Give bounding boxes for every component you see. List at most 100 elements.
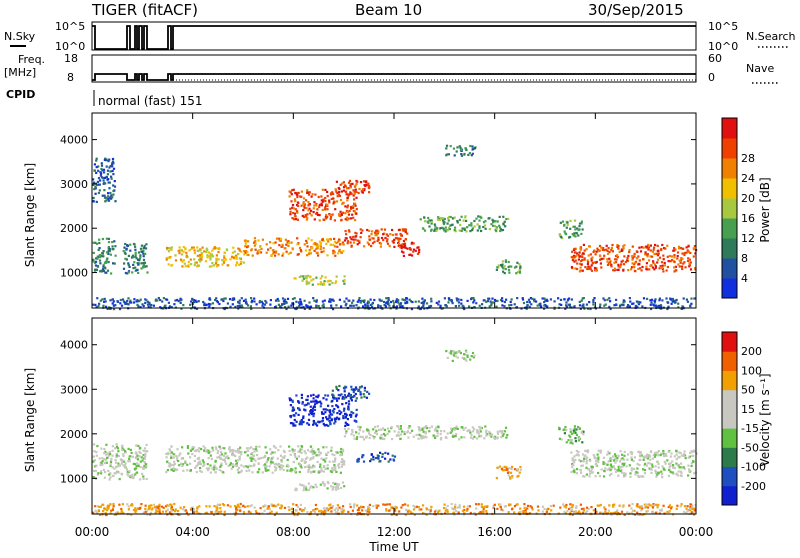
velocity-cell <box>288 449 291 452</box>
power-cell <box>106 173 109 176</box>
velocity-cell <box>652 503 655 506</box>
velocity-cell <box>314 400 317 403</box>
power-cell <box>96 255 99 258</box>
velocity-cell <box>623 513 626 516</box>
velocity-cell <box>500 436 503 439</box>
power-cell <box>338 298 341 301</box>
power-cell <box>295 300 298 303</box>
power-cell <box>324 188 327 191</box>
power-cell <box>478 304 481 307</box>
power-cell <box>597 250 600 253</box>
power-cell <box>518 271 522 274</box>
power-cell <box>180 248 183 252</box>
power-cell <box>380 236 384 240</box>
velocity-cell <box>412 504 415 507</box>
velocity-cell <box>631 502 634 506</box>
power-cell <box>338 238 341 241</box>
velocity-cell <box>291 468 294 471</box>
power-cell <box>355 190 358 193</box>
power-cell <box>304 249 307 252</box>
velocity-cell <box>242 505 245 508</box>
velocity-cell <box>388 509 391 512</box>
power-cell <box>277 299 280 302</box>
power-cell <box>318 214 321 217</box>
power-cell <box>592 250 595 253</box>
power-cell <box>553 300 556 303</box>
velocity-cell <box>594 508 597 511</box>
nsky-label: N.Sky <box>4 30 36 43</box>
velocity-cell <box>375 506 378 509</box>
power-cell <box>367 184 371 187</box>
power-cell <box>338 213 341 216</box>
power-cell <box>428 219 431 222</box>
power-cell <box>291 189 294 192</box>
power-cell <box>321 208 324 211</box>
power-cell <box>346 193 349 196</box>
power-cell <box>241 306 244 309</box>
velocity-cell <box>646 506 650 509</box>
velocity-cell <box>318 420 321 423</box>
power-cell <box>92 260 95 263</box>
velocity-cell <box>293 513 296 517</box>
power-cell <box>458 218 461 221</box>
power-cell <box>102 179 105 182</box>
power-cell <box>339 183 342 186</box>
velocity-cell <box>109 472 112 475</box>
power-cell <box>326 238 329 241</box>
velocity-cell <box>293 414 296 417</box>
velocity-cell <box>153 503 156 506</box>
velocity-cell <box>617 469 620 472</box>
velocity-cell <box>330 506 333 509</box>
velocity-cell <box>269 448 272 451</box>
velocity-cell <box>412 508 416 511</box>
power-cell <box>291 297 295 301</box>
power-cell <box>460 215 463 218</box>
power-cell <box>103 176 107 179</box>
power-cell <box>312 278 315 281</box>
velocity-cell <box>350 415 353 418</box>
velocity-cell <box>111 466 114 469</box>
velocity-cell <box>312 423 315 426</box>
power-cell <box>206 248 209 251</box>
velocity-cell <box>341 397 344 400</box>
velocity-cell <box>597 461 600 464</box>
power-cell <box>105 251 109 254</box>
velocity-cell <box>459 351 462 355</box>
velocity-cell <box>386 427 390 430</box>
power-cell <box>152 304 155 307</box>
velocity-cell <box>306 465 309 468</box>
velocity-cell <box>305 398 308 401</box>
velocity-cell <box>428 430 431 433</box>
velocity-cell <box>675 473 678 476</box>
velocity-cell <box>475 431 479 434</box>
velocity-cell <box>455 432 458 436</box>
power-cell <box>363 300 366 304</box>
power-cell <box>676 254 679 258</box>
power-cell <box>222 261 226 264</box>
velocity-cell <box>584 511 587 514</box>
velocity-cell <box>577 454 580 457</box>
power-cell <box>499 298 503 302</box>
velocity-cell <box>339 486 343 489</box>
power-cell <box>525 306 528 309</box>
velocity-cell <box>569 428 572 431</box>
velocity-cell <box>394 506 397 509</box>
velocity-cell <box>122 448 125 451</box>
power-cell <box>180 298 183 301</box>
velocity-cell <box>405 508 408 511</box>
velocity-cell <box>537 509 540 512</box>
power-cell <box>650 301 653 304</box>
power-cell <box>659 265 662 268</box>
velocity-cell <box>112 503 115 506</box>
power-cell <box>260 300 263 303</box>
velocity-cell <box>311 457 314 460</box>
velocity-cell <box>337 406 340 409</box>
velocity-cell <box>656 451 659 454</box>
velocity-ytick-label: 3000 <box>60 383 88 396</box>
velocity-cell <box>194 466 197 469</box>
velocity-cell <box>649 462 652 465</box>
velocity-cell <box>111 474 114 477</box>
velocity-cell <box>655 511 658 514</box>
power-cell <box>366 302 369 305</box>
velocity-cell <box>666 459 669 462</box>
